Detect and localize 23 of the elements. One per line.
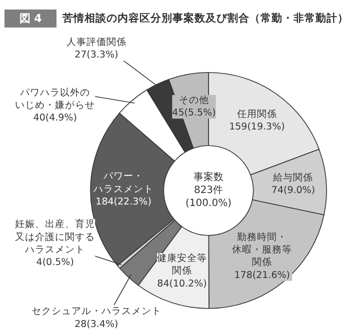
data-label: 27(3.3%) <box>74 50 118 61</box>
data-label: 74(9.0%) <box>271 185 316 196</box>
data-label: 45(5.5%) <box>172 108 216 119</box>
data-label: 40(4.9%) <box>33 112 77 124</box>
slice-label: 任用関係 <box>236 108 277 120</box>
slice-label: パワー・ハラスメント <box>92 171 154 195</box>
slice-label: セクシュアル・ハラスメント <box>31 306 162 318</box>
slice-label: 健康安全等関係 <box>157 252 208 277</box>
data-label: 84(10.2%) <box>157 278 207 290</box>
slice-label: パワハラ以外のいじめ・嫌がらせ <box>15 86 96 112</box>
slice-label: 人事評価関係 <box>66 36 126 48</box>
caption: 図 4 <box>19 12 42 25</box>
data-label: 28(3.4%) <box>74 318 118 330</box>
data-label: 184(22.3%) <box>96 196 152 208</box>
slice-label: 妊娠、出産、育児又は介護に関するハラスメント <box>15 218 96 256</box>
data-label: 4(0.5%) <box>36 257 74 268</box>
data-label: 159(19.3%) <box>229 122 285 133</box>
slice-label: 給与関係 <box>272 171 314 184</box>
text: 事案数 823件 (100.0%) <box>186 170 232 210</box>
data-label: 178(21.6%) <box>234 270 290 281</box>
slice-label: その他 <box>178 94 209 106</box>
slice-label: 勤務時間・休暇・服務等関係 <box>232 230 292 268</box>
chart-title: 苦情相談の内容区分別事案数及び割合（常勤・非常勤計） <box>62 12 348 24</box>
